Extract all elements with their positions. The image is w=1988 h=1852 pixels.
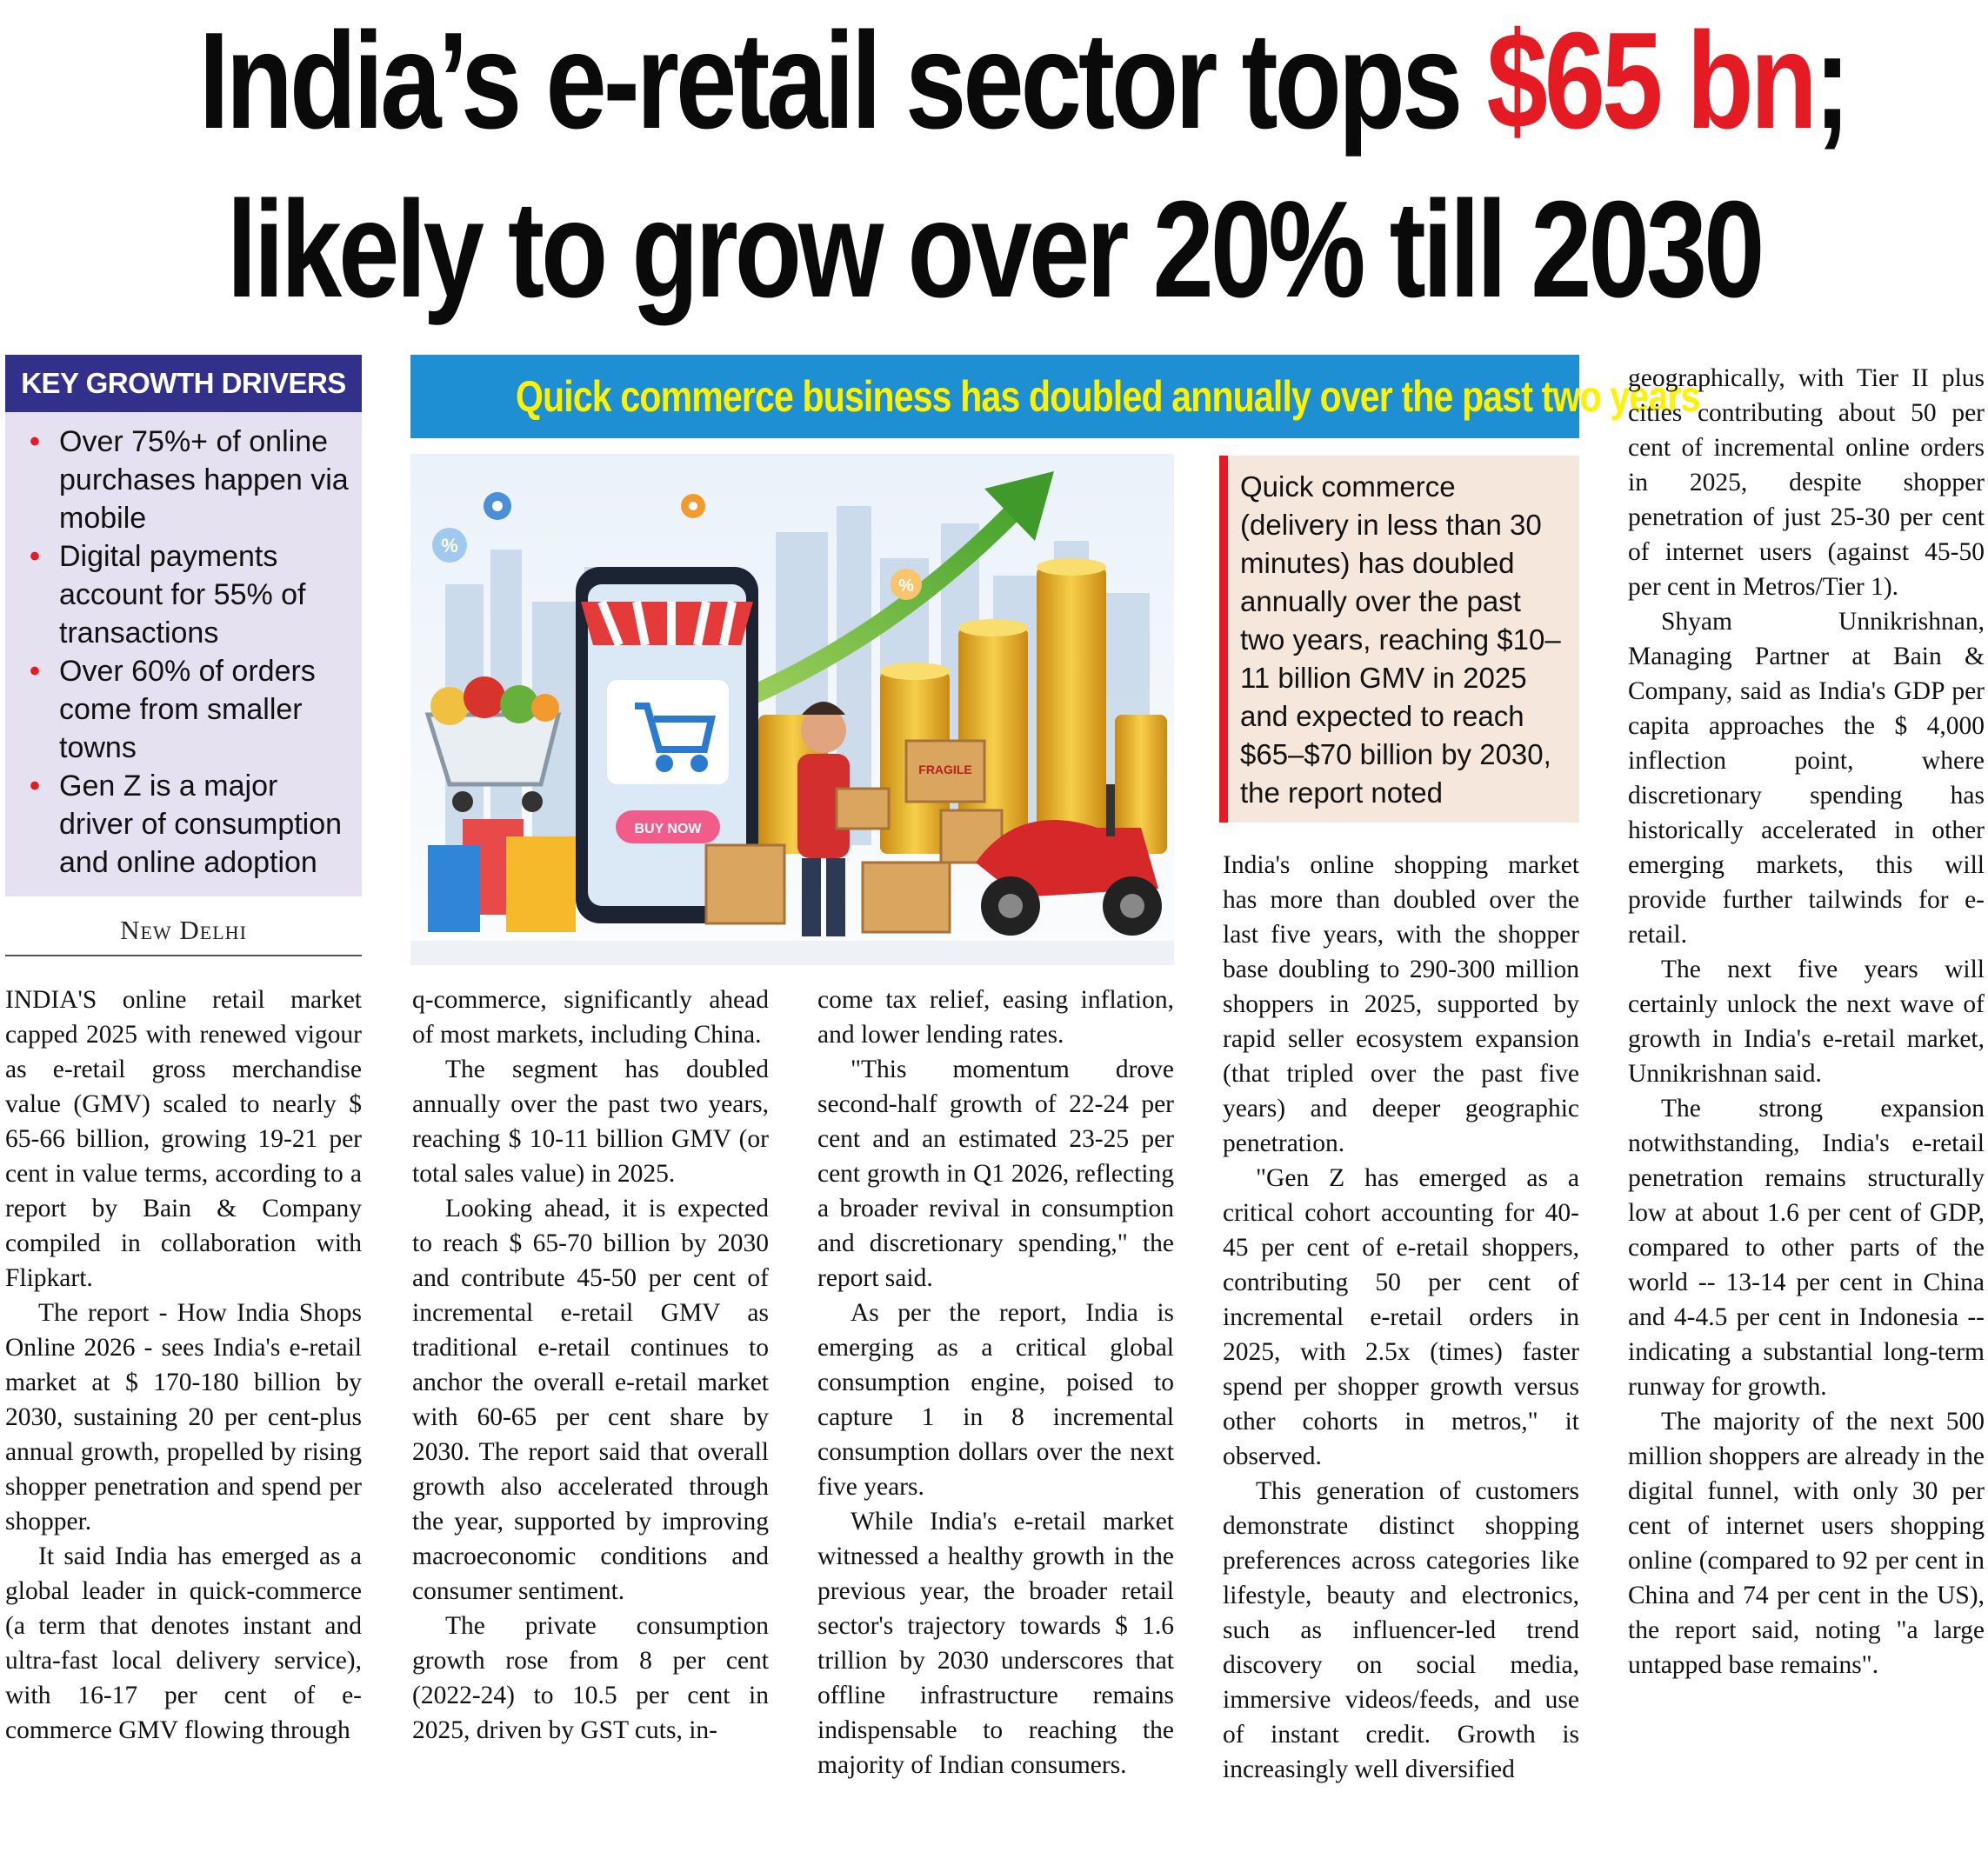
delivery-person <box>797 702 891 936</box>
dateline-rule <box>5 955 362 956</box>
article-paragraph: geographically, with Tier II plus cities… <box>1628 364 1985 601</box>
article-column-5: geographically, with Tier II plus cities… <box>1628 361 1985 1852</box>
article-paragraph: "Gen Z has emerged as a critical cohort … <box>1223 1164 1579 1470</box>
fragile-label: FRAGILE <box>918 763 971 776</box>
article-paragraph: come tax relief, easing inflation, and l… <box>817 986 1174 1049</box>
article-paragraph: Looking ahead, it is expected to reach $… <box>412 1195 769 1605</box>
driver-item: • Over 75%+ of online purchases happen vi… <box>28 423 350 537</box>
dateline: New Delhi <box>120 915 247 945</box>
article-paragraph: The majority of the next 500 million sho… <box>1628 1408 1985 1679</box>
parcel-boxes <box>704 739 1004 934</box>
article-paragraph: It said India has emerged as a global le… <box>5 1542 362 1744</box>
article-paragraph: The strong expansion notwithstanding, In… <box>1628 1095 1985 1401</box>
headline-line-2: likely to grow over 20% till 2030 <box>226 173 1765 326</box>
article-paragraph: India's online shopping market has more … <box>1223 851 1579 1157</box>
article-column-3: come tax relief, easing inflation, and l… <box>817 983 1174 1852</box>
percent-badge-label: % <box>898 576 914 596</box>
article-column-1: INDIA'S online retail market capped 2025… <box>5 983 362 1852</box>
percent-badge-icon: % <box>891 569 922 600</box>
article-paragraph: The next five years will certainly unloc… <box>1628 956 1985 1088</box>
key-growth-drivers-title: KEY GROWTH DRIVERS <box>5 355 362 412</box>
smartphone: BUY NOW <box>576 567 758 923</box>
growth-arrow-head <box>984 471 1054 541</box>
shopping-bags <box>428 819 576 932</box>
illustration-svg: BUY NOW FRAGILE <box>410 454 1174 965</box>
buy-now-label: BUY NOW <box>634 822 702 836</box>
e-commerce-illustration: BUY NOW FRAGILE <box>410 454 1174 965</box>
article-paragraph: The private consumption growth rose from… <box>412 1612 769 1744</box>
driver-item: • Over 60% of orders come from smaller to… <box>28 652 350 767</box>
driver-item-text: Over 60% of orders come from smaller tow… <box>59 655 316 764</box>
subheadline-banner: Quick commerce business has doubled annu… <box>410 355 1700 438</box>
bullet-icon: • <box>30 425 40 458</box>
driver-item-text: Over 75%+ of online purchases happen via… <box>59 425 349 535</box>
article-paragraph: This generation of customers demonstrate… <box>1223 1477 1579 1783</box>
article-paragraph: The report - How India Shops Online 2026… <box>5 1299 362 1536</box>
pull-quote-box: Quick commerce (delivery in less than 30… <box>1219 456 1579 823</box>
article-column-2: q-commerce, significantly ahead of most … <box>412 983 769 1852</box>
article-paragraph: While India's e-retail market witnessed … <box>817 1508 1174 1779</box>
driver-item: • Gen Z is a major driver of consumption … <box>28 767 350 882</box>
key-growth-drivers-box: KEY GROWTH DRIVERS • Over 75%+ of online … <box>5 355 362 896</box>
headline-line-1-prefix: India’s e-retail sector tops <box>198 4 1487 157</box>
shopping-cart-icon <box>635 703 717 772</box>
article-paragraph: The segment has doubled annually over th… <box>412 1056 769 1188</box>
key-growth-drivers-list: • Over 75%+ of online purchases happen vi… <box>5 412 362 882</box>
driver-item-text: Gen Z is a major driver of consumption a… <box>59 769 343 879</box>
article-paragraph: Shyam Unnikrishnan, Managing Partner at … <box>1628 608 1985 949</box>
headline-line-1: India’s e-retail sector tops $65 bn; <box>198 4 1851 157</box>
article-paragraph: q-commerce, significantly ahead of most … <box>412 986 769 1049</box>
map-pin-icon <box>681 494 705 518</box>
percent-badge-label: % <box>441 535 458 556</box>
article-column-4: India's online shopping market has more … <box>1223 848 1579 1852</box>
bullet-icon: • <box>30 540 40 573</box>
scooter <box>976 784 1162 936</box>
article-paragraph: "This momentum drove second-half growth … <box>817 1056 1174 1292</box>
percent-badge-icon: % <box>432 528 467 563</box>
driver-item: • Digital payments account for 55% of tra… <box>28 537 350 652</box>
pull-quote-text: Quick commerce (delivery in less than 30… <box>1240 470 1561 809</box>
subheadline-text: Quick commerce business has doubled annu… <box>515 372 1700 421</box>
driver-item-text: Digital payments account for 55% of tran… <box>59 540 306 650</box>
article-paragraph: INDIA'S online retail market capped 2025… <box>5 986 362 1292</box>
bullet-icon: • <box>30 655 40 688</box>
grocery-cart <box>424 676 562 812</box>
article-paragraph: As per the report, India is emerging as … <box>817 1299 1174 1501</box>
bullet-icon: • <box>30 769 40 803</box>
headline-line-1-suffix: ; <box>1813 4 1851 157</box>
map-pin-icon <box>484 492 511 520</box>
headline-accent: $65 bn <box>1486 4 1817 157</box>
